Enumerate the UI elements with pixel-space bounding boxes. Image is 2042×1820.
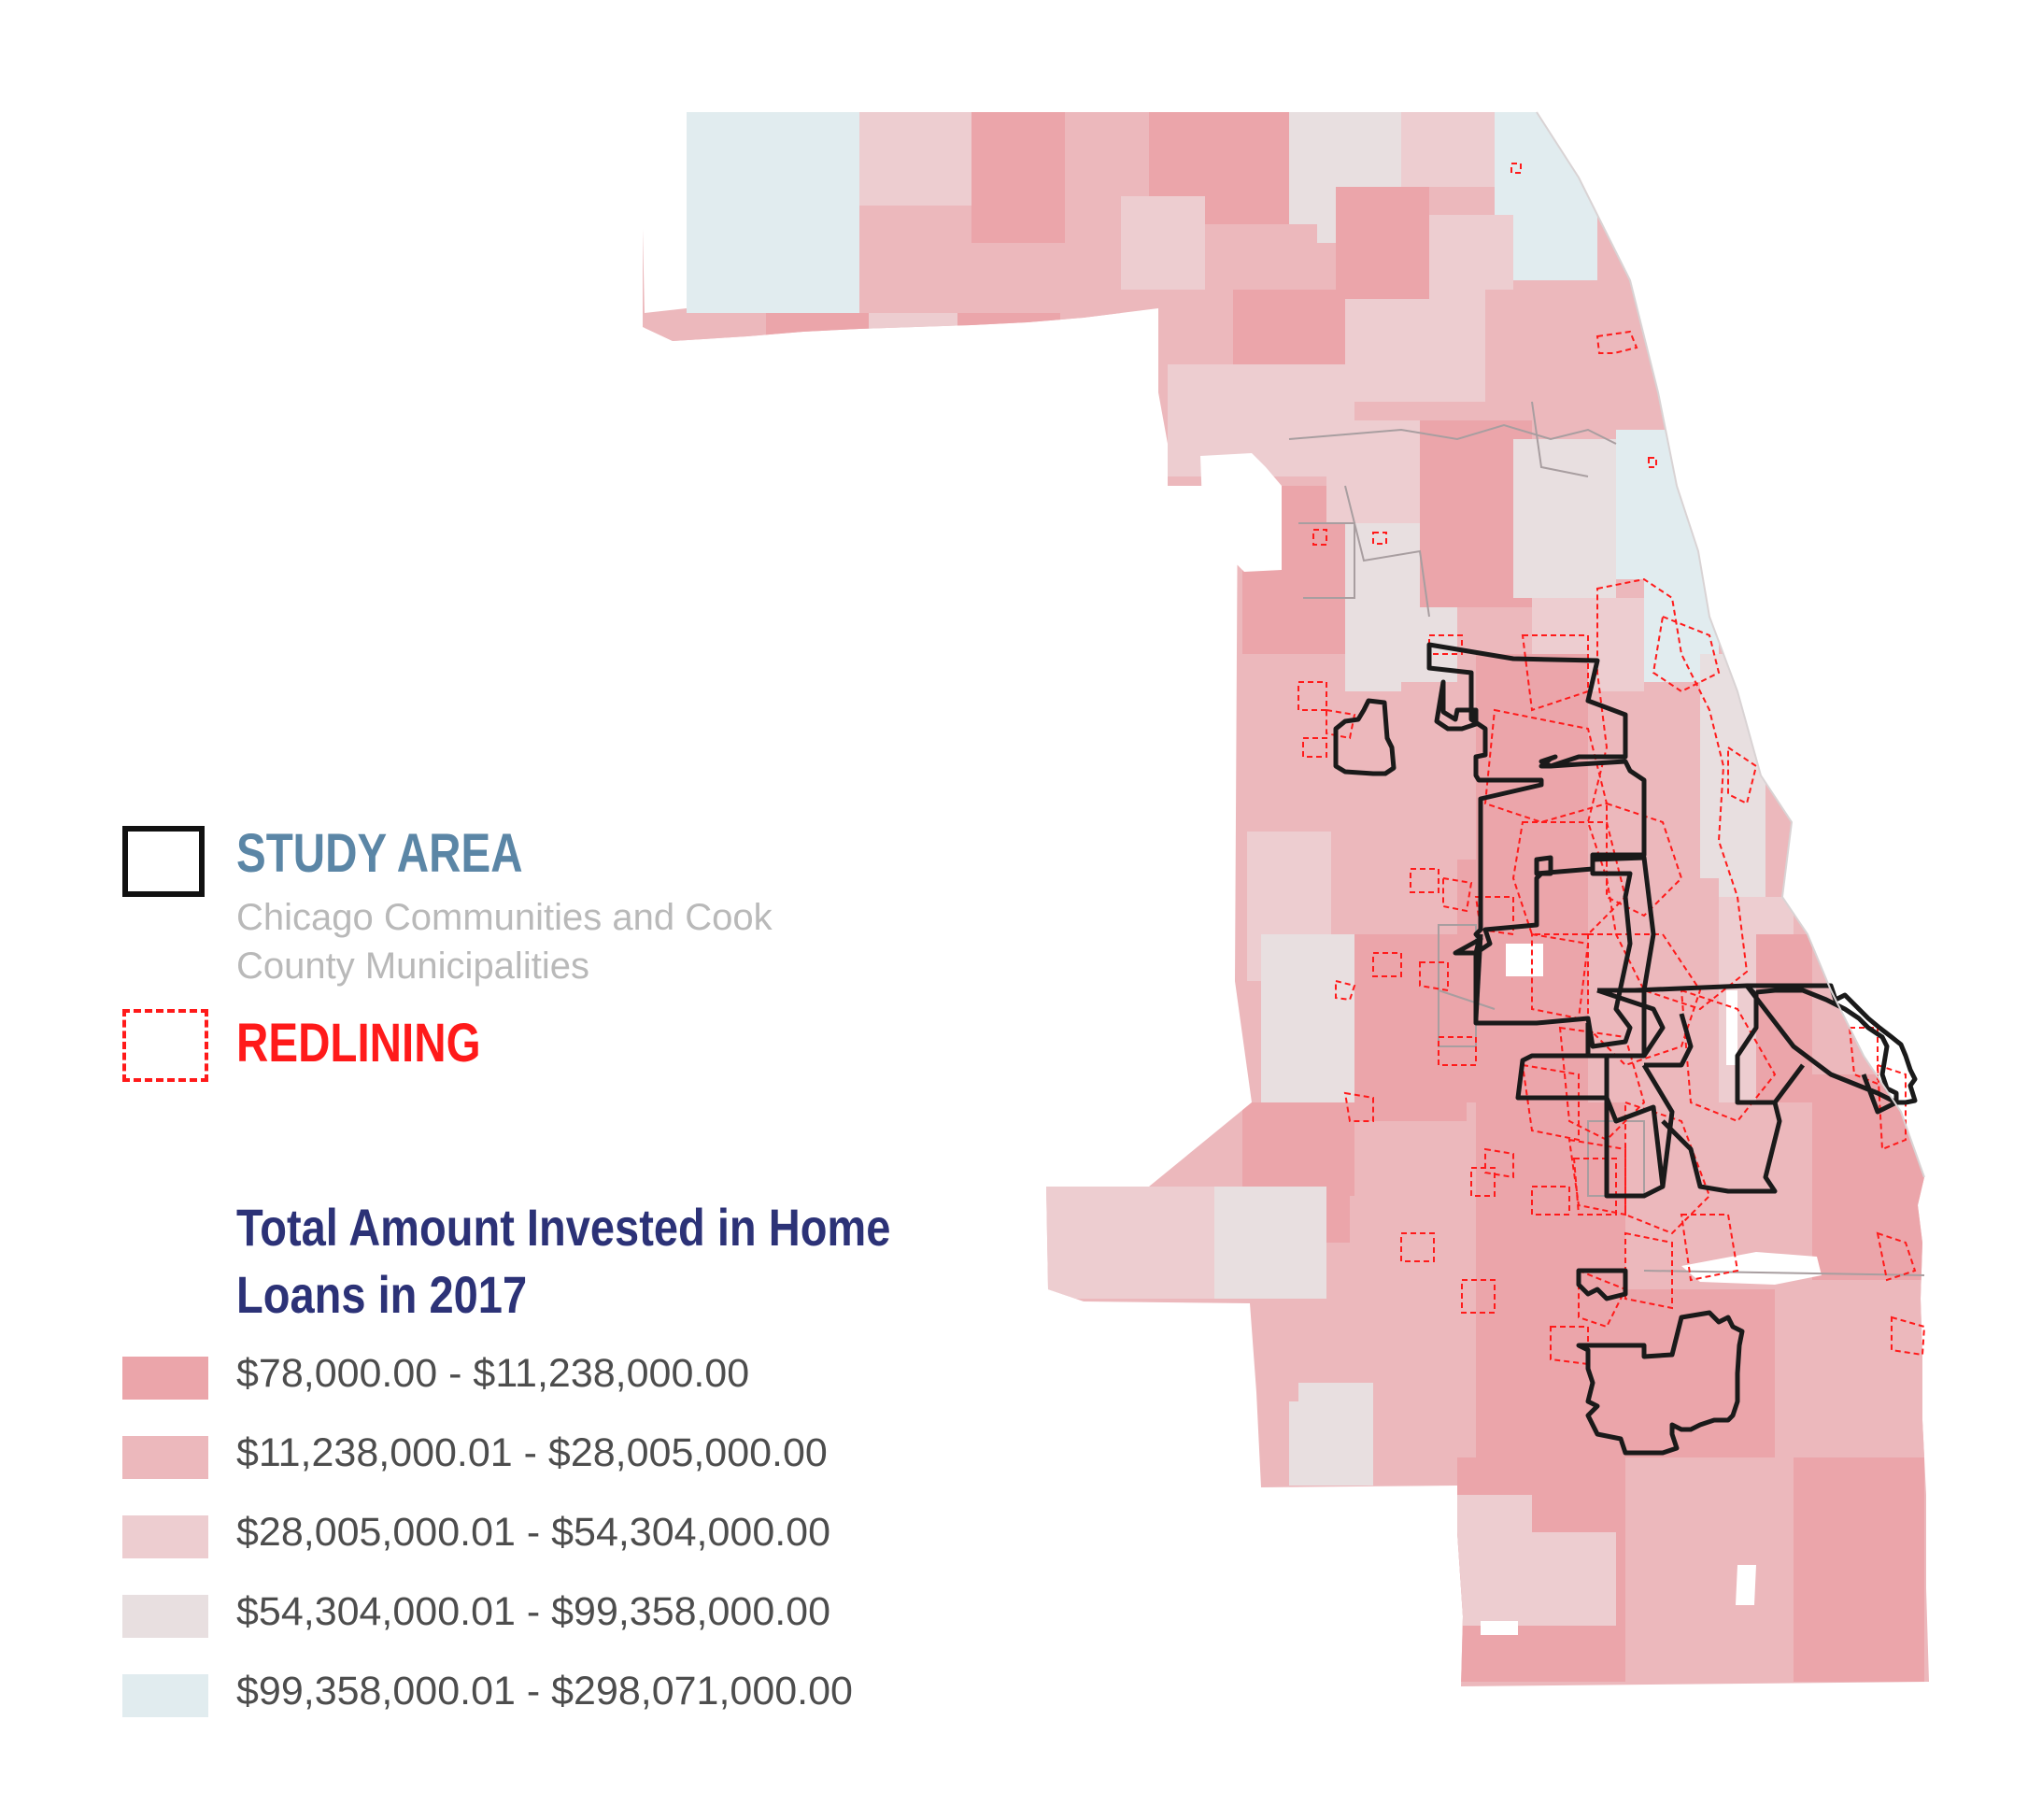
non-residential-gaps — [1200, 453, 1822, 1635]
legend-swatch-5 — [122, 1674, 208, 1717]
study-area-subtitle-line2: County Municipalities — [236, 946, 589, 987]
study-area-title: STUDY AREA — [236, 823, 523, 884]
investment-legend-title: Total Amount Invested in Home Loans in 2… — [236, 1194, 943, 1329]
study-area-boundaries — [1333, 642, 1918, 1456]
map-legend: STUDY AREA Chicago Communities and Cook … — [122, 823, 943, 1717]
legend-label-5: $99,358,000.01 - $298,071,000.00 — [236, 1669, 853, 1713]
investment-legend-title-line1: Total Amount Invested in Home — [236, 1198, 891, 1257]
legend-label-2: $11,238,000.01 - $28,005,000.00 — [236, 1430, 828, 1475]
study-area-subtitle: Chicago Communities and Cook County Muni… — [236, 893, 890, 990]
legend-swatch-4 — [122, 1595, 208, 1638]
redlining-symbol — [122, 1009, 208, 1082]
legend-swatch-3 — [122, 1515, 208, 1558]
investment-legend-title-line2: Loans in 2017 — [236, 1265, 528, 1324]
legend-swatch-1 — [122, 1357, 208, 1400]
legend-label-3: $28,005,000.01 - $54,304,000.00 — [236, 1510, 831, 1555]
legend-label-4: $54,304,000.01 - $99,358,000.00 — [236, 1589, 831, 1634]
legend-swatch-2 — [122, 1436, 208, 1479]
study-area-subtitle-line1: Chicago Communities and Cook — [236, 897, 773, 938]
legend-label-1: $78,000.00 - $11,238,000.00 — [236, 1351, 750, 1396]
redlining-title: REDLINING — [236, 1013, 481, 1074]
lake-michigan-shoreline — [1536, 111, 1925, 1178]
study-area-symbol — [122, 826, 205, 897]
